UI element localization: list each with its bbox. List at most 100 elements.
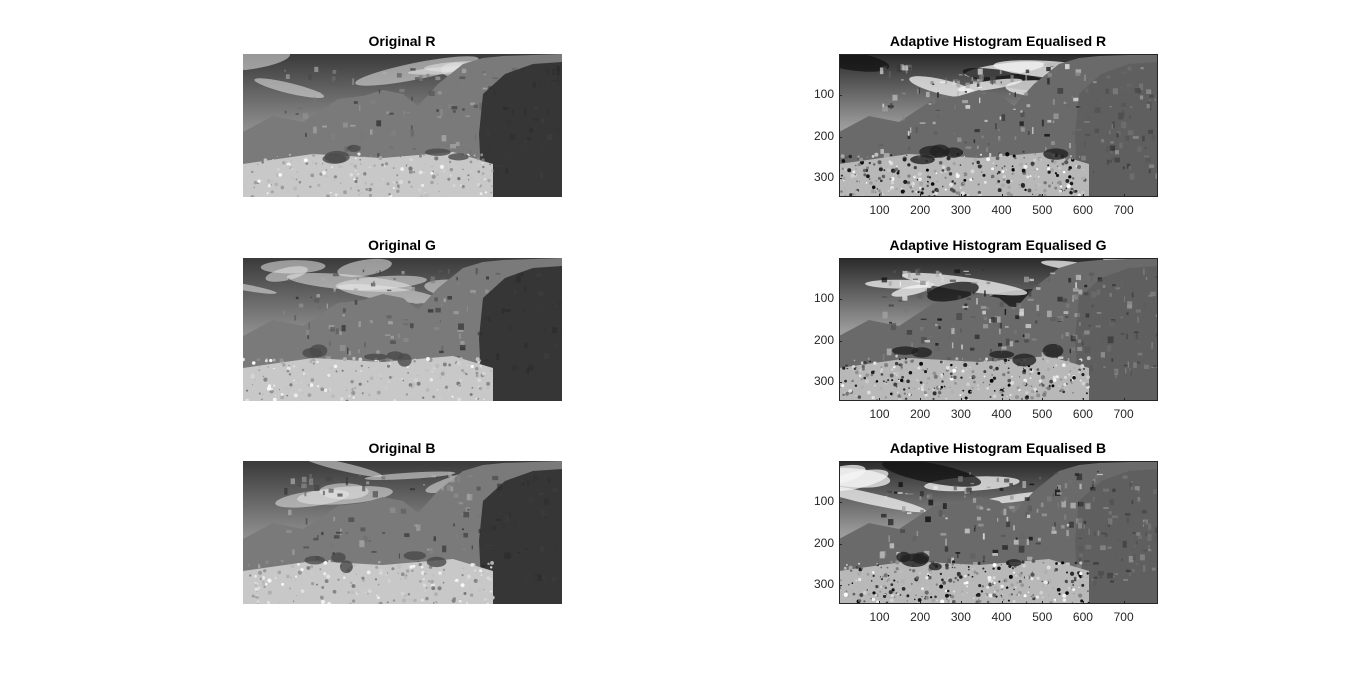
gravel [840, 190, 843, 193]
gravel [375, 565, 379, 569]
rock-texture [951, 342, 954, 349]
gravel [288, 173, 292, 178]
gravel [479, 569, 483, 573]
rock-texture [388, 321, 393, 325]
gravel [273, 367, 275, 370]
rock-texture [1051, 526, 1056, 533]
gravel [429, 377, 434, 382]
gravel [945, 566, 949, 570]
gravel [484, 191, 488, 194]
gravel [487, 562, 490, 566]
gravel [859, 153, 862, 156]
gravel [854, 173, 857, 176]
gravel [843, 187, 848, 192]
gravel [258, 392, 261, 395]
gravel [483, 588, 485, 591]
gravel [887, 578, 891, 582]
gravel [898, 158, 900, 161]
xtick-label: 100 [869, 203, 890, 217]
gravel [940, 385, 944, 389]
gravel [1064, 579, 1068, 583]
gravel [420, 565, 424, 569]
rock-texture [283, 310, 286, 315]
rock-texture [492, 77, 499, 79]
gravel [314, 162, 318, 165]
gravel [467, 179, 470, 181]
gravel [887, 379, 890, 382]
rock-texture [1054, 522, 1056, 528]
rock-texture [989, 153, 992, 160]
gravel [1035, 188, 1037, 191]
gravel [906, 594, 910, 598]
gravel [917, 171, 922, 177]
gravel [409, 399, 411, 401]
rock-texture [1045, 146, 1047, 153]
gravel [1003, 165, 1006, 168]
gravel [295, 383, 297, 385]
gravel [917, 598, 922, 602]
gravel [852, 170, 856, 174]
rock-texture [372, 491, 378, 498]
rock-texture [886, 348, 892, 356]
gravel [254, 596, 258, 599]
gravel [303, 158, 308, 163]
gravel [982, 381, 985, 384]
rock-texture [1078, 289, 1083, 295]
gravel [863, 600, 866, 603]
gravel [369, 376, 374, 381]
gravel [946, 589, 950, 593]
rock-texture [410, 68, 416, 71]
gravel [1033, 169, 1036, 171]
gravel [459, 357, 463, 361]
rock-texture [981, 92, 986, 94]
gravel [948, 161, 951, 163]
gravel [868, 178, 871, 180]
gravel [355, 176, 359, 180]
cloud [839, 54, 890, 72]
gravel [969, 376, 971, 379]
gravel [436, 388, 439, 392]
rock-texture [348, 351, 351, 356]
gravel [971, 386, 974, 389]
gravel [401, 156, 405, 159]
gravel [967, 566, 970, 568]
gravel [279, 601, 281, 604]
rock-texture [1057, 356, 1064, 359]
rock-texture [971, 282, 978, 284]
gravel [846, 367, 848, 369]
rock-texture [1052, 493, 1054, 497]
gravel [469, 160, 473, 164]
rock-texture [486, 276, 490, 280]
gravel [936, 180, 939, 183]
ytick-mark [839, 178, 842, 180]
rock-texture [953, 485, 957, 491]
ytick-label: 300 [813, 170, 834, 185]
gravel [263, 585, 266, 589]
gravel [349, 162, 354, 167]
rock-texture [930, 81, 934, 85]
gravel [884, 586, 888, 590]
gravel [1086, 375, 1090, 379]
gravel [860, 378, 863, 381]
gravel [402, 379, 405, 382]
xtick-label: 700 [1113, 203, 1134, 217]
gravel [1003, 391, 1005, 393]
gravel [859, 181, 861, 183]
gravel [1014, 157, 1017, 160]
rock-texture [936, 114, 940, 119]
rock-texture [924, 550, 930, 557]
gravel [890, 593, 894, 598]
rock-texture [1041, 352, 1047, 359]
rock-texture [935, 323, 938, 327]
gravel [878, 167, 883, 172]
gravel [930, 182, 935, 186]
gravel [982, 560, 985, 563]
rock-texture [412, 147, 416, 150]
gravel [430, 171, 434, 175]
gravel [870, 373, 874, 377]
image-original-b [243, 461, 562, 604]
gravel [489, 590, 492, 593]
gravel [874, 152, 879, 157]
gravel [467, 174, 470, 177]
gravel [263, 377, 268, 382]
